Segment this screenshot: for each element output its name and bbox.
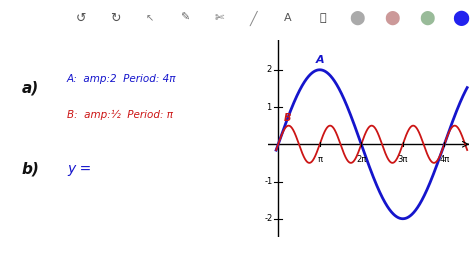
Text: ↺: ↺ <box>75 12 86 25</box>
Text: -2: -2 <box>265 214 273 223</box>
Text: 4π: 4π <box>439 155 449 164</box>
Text: ↻: ↻ <box>110 12 120 25</box>
Text: -1: -1 <box>265 177 273 186</box>
Text: ⬛: ⬛ <box>319 13 326 23</box>
Text: 2: 2 <box>266 65 272 74</box>
Text: ╱: ╱ <box>250 11 257 26</box>
Text: A: A <box>284 13 292 23</box>
Text: π: π <box>317 155 322 164</box>
Text: 1: 1 <box>266 102 272 111</box>
Text: B: B <box>283 113 291 123</box>
Text: ⬤: ⬤ <box>419 11 434 25</box>
Text: ✎: ✎ <box>180 13 189 23</box>
Text: ⬤: ⬤ <box>384 11 400 25</box>
Text: ⬤: ⬤ <box>350 11 365 25</box>
Text: B:  amp:½  Period: π: B: amp:½ Period: π <box>67 110 173 120</box>
Text: y =: y = <box>67 162 91 176</box>
Text: A: A <box>315 55 324 65</box>
Text: A:  amp:2  Period: 4π: A: amp:2 Period: 4π <box>67 75 176 84</box>
Text: a): a) <box>21 81 39 96</box>
Text: ✄: ✄ <box>214 13 224 23</box>
Text: ↖: ↖ <box>146 13 154 23</box>
Text: ⬤: ⬤ <box>453 11 470 26</box>
Text: 2π: 2π <box>356 155 366 164</box>
Text: 3π: 3π <box>398 155 408 164</box>
Text: b): b) <box>21 161 39 176</box>
